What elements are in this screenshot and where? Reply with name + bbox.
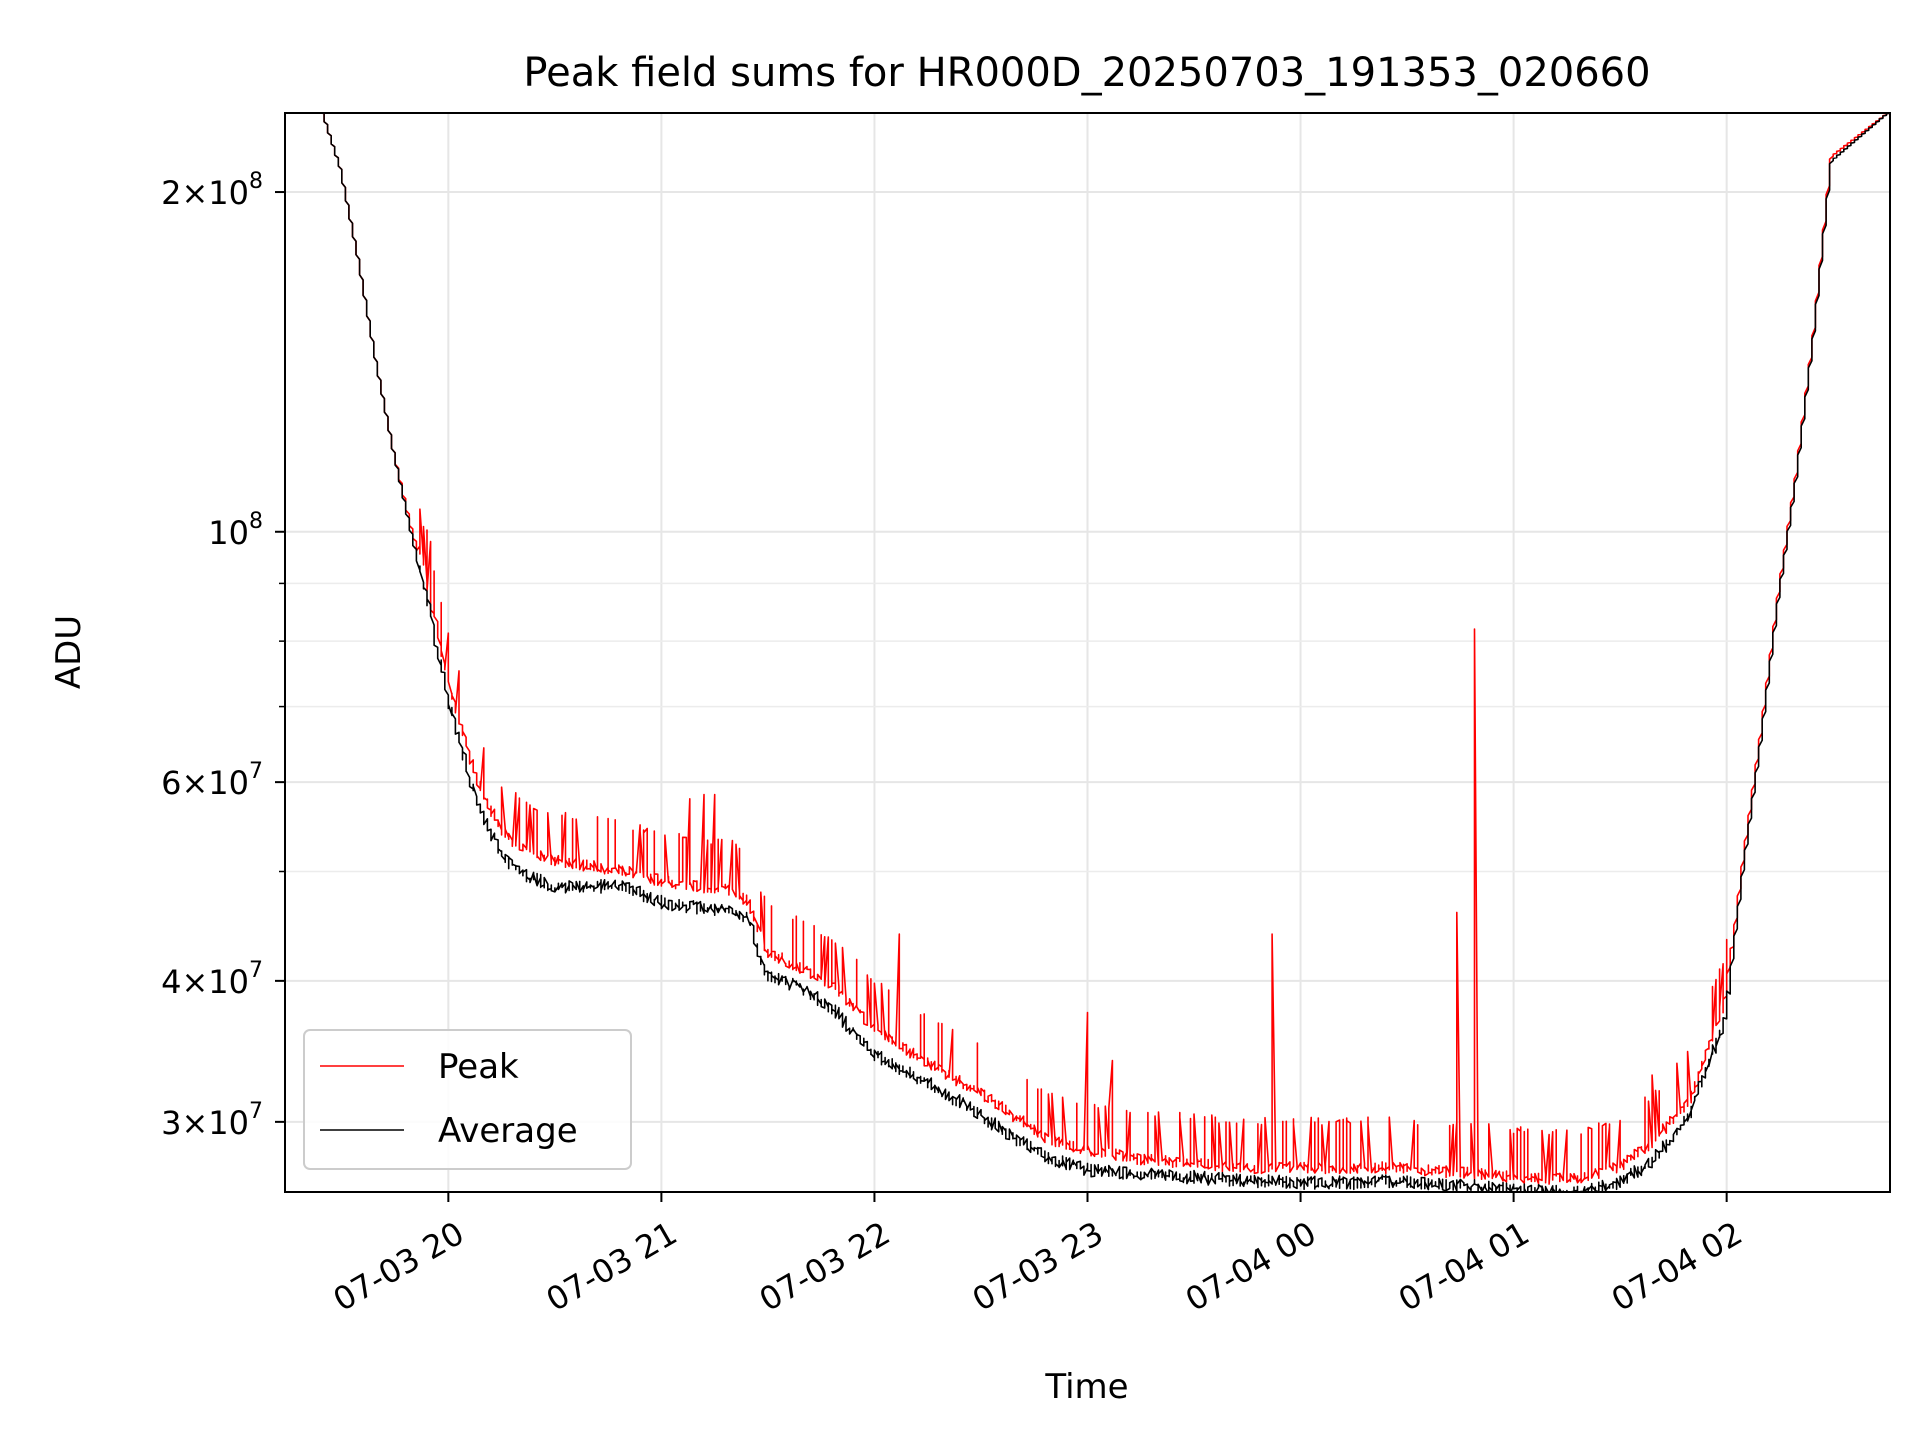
y-tick-mantissa: 6 [161, 764, 181, 802]
y-tick-label: 2×108 [161, 169, 263, 212]
y-tick-base: 10 [208, 1104, 249, 1142]
series-layer [285, 113, 1890, 1192]
series-line-peak [285, 113, 1890, 1185]
y-tick-base: 10 [208, 174, 249, 212]
y-tick-times: × [181, 1104, 208, 1142]
y-tick-times: × [181, 764, 208, 802]
legend-label-peak: Peak [438, 1047, 519, 1087]
x-tick-label: 07-03 20 [327, 1214, 471, 1319]
y-tick-mantissa: 2 [161, 174, 181, 212]
y-tick-exponent: 7 [249, 759, 263, 784]
y-tick-exponent: 8 [249, 169, 263, 194]
x-tick-label: 07-04 00 [1179, 1214, 1323, 1319]
y-tick-times: × [181, 174, 208, 212]
y-tick-exponent: 7 [249, 1099, 263, 1124]
x-axis-label: Time [1044, 1367, 1128, 1407]
chart-title: Peak field sums for HR000D_20250703_1913… [523, 50, 1650, 96]
y-tick-base: 10 [208, 963, 249, 1001]
y-tick-exponent: 8 [249, 509, 263, 534]
y-tick-label: 6×107 [161, 759, 263, 802]
y-axis-label: ADU [49, 615, 89, 689]
x-axis: 07-03 20 07-03 21 07-03 22 07-03 23 07-04 00… [327, 1192, 1749, 1319]
y-tick-label: 3×107 [161, 1099, 263, 1142]
y-tick-mantissa: 3 [161, 1104, 181, 1142]
y-tick-label: 108 [208, 509, 263, 552]
series-line-average [285, 113, 1890, 1192]
y-tick-mantissa: 4 [161, 963, 181, 1001]
x-tick-label: 07-04 02 [1605, 1214, 1749, 1319]
y-tick-base: 10 [208, 764, 249, 802]
y-tick-times: × [181, 963, 208, 1001]
legend: Peak Average [303, 1029, 632, 1170]
x-tick-label: 07-03 23 [966, 1214, 1110, 1319]
x-tick-label: 07-03 21 [540, 1214, 684, 1319]
x-tick-label: 07-03 22 [753, 1214, 897, 1319]
y-tick-exponent: 7 [249, 958, 263, 983]
y-tick-base: 10 [208, 514, 249, 552]
x-tick-label: 07-04 01 [1392, 1214, 1536, 1319]
legend-box [303, 1029, 632, 1170]
legend-label-average: Average [438, 1111, 578, 1151]
y-tick-label: 4×107 [161, 958, 263, 1001]
